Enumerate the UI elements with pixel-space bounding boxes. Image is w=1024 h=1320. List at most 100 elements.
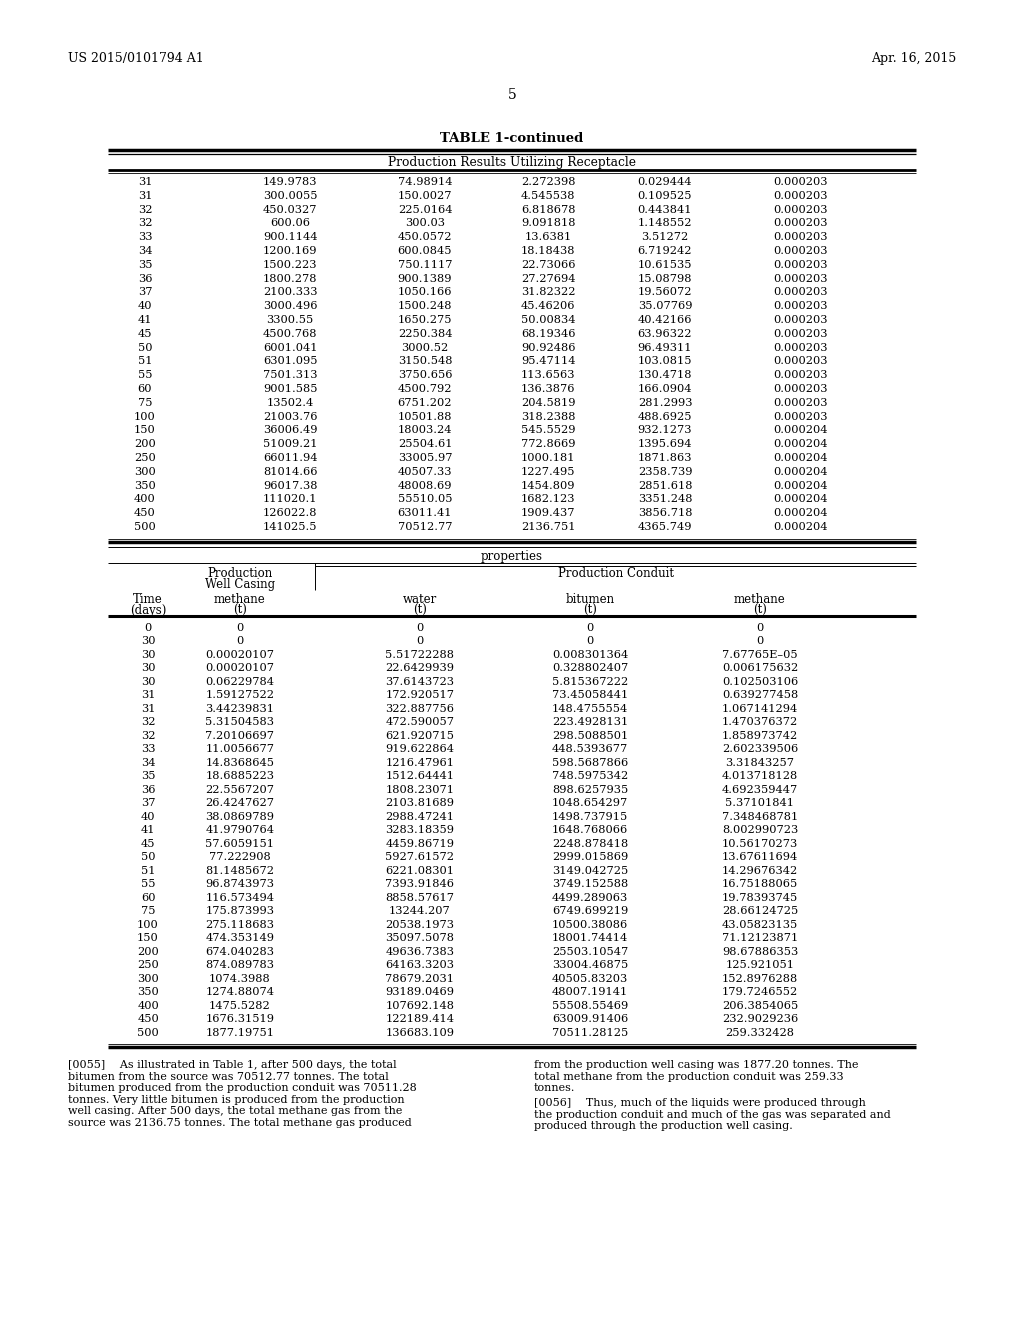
Text: 3.31843257: 3.31843257 xyxy=(725,758,795,768)
Text: 4.013718128: 4.013718128 xyxy=(722,771,798,781)
Text: 3300.55: 3300.55 xyxy=(266,315,313,325)
Text: 0: 0 xyxy=(757,623,764,632)
Text: 27.27694: 27.27694 xyxy=(521,273,575,284)
Text: 0.000204: 0.000204 xyxy=(773,467,827,477)
Text: 30: 30 xyxy=(140,636,156,647)
Text: 9.091818: 9.091818 xyxy=(521,218,575,228)
Text: 20538.1973: 20538.1973 xyxy=(385,920,455,929)
Text: 0.000203: 0.000203 xyxy=(773,218,827,228)
Text: 300.03: 300.03 xyxy=(406,218,445,228)
Text: 0: 0 xyxy=(417,636,424,647)
Text: 225.0164: 225.0164 xyxy=(397,205,453,215)
Text: 10500.38086: 10500.38086 xyxy=(552,920,628,929)
Text: (days): (days) xyxy=(130,603,166,616)
Text: 0.109525: 0.109525 xyxy=(638,191,692,201)
Text: 48008.69: 48008.69 xyxy=(397,480,453,491)
Text: 64163.3203: 64163.3203 xyxy=(385,961,455,970)
Text: 0.000203: 0.000203 xyxy=(773,273,827,284)
Text: 19.78393745: 19.78393745 xyxy=(722,892,798,903)
Text: 31: 31 xyxy=(138,191,153,201)
Text: 7393.91846: 7393.91846 xyxy=(385,879,455,890)
Text: 0.000203: 0.000203 xyxy=(773,232,827,242)
Text: tonnes.: tonnes. xyxy=(534,1084,575,1093)
Text: 95.47114: 95.47114 xyxy=(521,356,575,367)
Text: 32: 32 xyxy=(138,205,153,215)
Text: 32: 32 xyxy=(140,717,156,727)
Text: 3.51272: 3.51272 xyxy=(641,232,688,242)
Text: 22.73066: 22.73066 xyxy=(521,260,575,269)
Text: 2100.333: 2100.333 xyxy=(263,288,317,297)
Text: 25503.10547: 25503.10547 xyxy=(552,946,628,957)
Text: 0.000203: 0.000203 xyxy=(773,315,827,325)
Text: 1.067141294: 1.067141294 xyxy=(722,704,798,714)
Text: 25504.61: 25504.61 xyxy=(397,440,453,449)
Text: 1000.181: 1000.181 xyxy=(521,453,575,463)
Text: 50: 50 xyxy=(140,853,156,862)
Text: 0.443841: 0.443841 xyxy=(638,205,692,215)
Text: 259.332428: 259.332428 xyxy=(725,1028,795,1038)
Text: 0: 0 xyxy=(587,623,594,632)
Text: 318.2388: 318.2388 xyxy=(521,412,575,421)
Text: 28.66124725: 28.66124725 xyxy=(722,907,798,916)
Text: 141025.5: 141025.5 xyxy=(263,521,317,532)
Text: 13.67611694: 13.67611694 xyxy=(722,853,798,862)
Text: 36006.49: 36006.49 xyxy=(263,425,317,436)
Text: 500: 500 xyxy=(137,1028,159,1038)
Text: 7.20106697: 7.20106697 xyxy=(206,731,274,741)
Text: 63011.41: 63011.41 xyxy=(397,508,453,519)
Text: 0.000203: 0.000203 xyxy=(773,343,827,352)
Text: 18001.74414: 18001.74414 xyxy=(552,933,628,944)
Text: 35097.5078: 35097.5078 xyxy=(385,933,455,944)
Text: 448.5393677: 448.5393677 xyxy=(552,744,628,754)
Text: 116.573494: 116.573494 xyxy=(206,892,274,903)
Text: 4499.289063: 4499.289063 xyxy=(552,892,628,903)
Text: 0.000204: 0.000204 xyxy=(773,453,827,463)
Text: 45: 45 xyxy=(140,838,156,849)
Text: 8.002990723: 8.002990723 xyxy=(722,825,798,836)
Text: 113.6563: 113.6563 xyxy=(521,370,575,380)
Text: 30: 30 xyxy=(140,663,156,673)
Text: Apr. 16, 2015: Apr. 16, 2015 xyxy=(870,51,956,65)
Text: 16.75188065: 16.75188065 xyxy=(722,879,798,890)
Text: 0.029444: 0.029444 xyxy=(638,177,692,187)
Text: 1.148552: 1.148552 xyxy=(638,218,692,228)
Text: 40.42166: 40.42166 xyxy=(638,315,692,325)
Text: 55: 55 xyxy=(140,879,156,890)
Text: 0.000203: 0.000203 xyxy=(773,397,827,408)
Text: 0.000203: 0.000203 xyxy=(773,329,827,339)
Text: 22.6429939: 22.6429939 xyxy=(385,663,455,673)
Text: 450: 450 xyxy=(137,1014,159,1024)
Text: 63009.91406: 63009.91406 xyxy=(552,1014,628,1024)
Text: 8858.57617: 8858.57617 xyxy=(385,892,455,903)
Text: 772.8669: 772.8669 xyxy=(521,440,575,449)
Text: 674.040283: 674.040283 xyxy=(206,946,274,957)
Text: 3.44239831: 3.44239831 xyxy=(206,704,274,714)
Text: 3351.248: 3351.248 xyxy=(638,495,692,504)
Text: 136683.109: 136683.109 xyxy=(385,1028,455,1038)
Text: 1074.3988: 1074.3988 xyxy=(209,974,271,983)
Text: 0.00020107: 0.00020107 xyxy=(206,649,274,660)
Text: 1808.23071: 1808.23071 xyxy=(385,785,455,795)
Text: 19.56072: 19.56072 xyxy=(638,288,692,297)
Text: 450.0572: 450.0572 xyxy=(397,232,453,242)
Text: 6301.095: 6301.095 xyxy=(263,356,317,367)
Text: 0.00020107: 0.00020107 xyxy=(206,663,274,673)
Text: 1.470376372: 1.470376372 xyxy=(722,717,798,727)
Text: 150.0027: 150.0027 xyxy=(397,191,453,201)
Text: 31: 31 xyxy=(140,690,156,701)
Text: 0.000204: 0.000204 xyxy=(773,495,827,504)
Text: 1682.123: 1682.123 xyxy=(521,495,575,504)
Text: 322.887756: 322.887756 xyxy=(385,704,455,714)
Text: 0.000203: 0.000203 xyxy=(773,288,827,297)
Text: 4459.86719: 4459.86719 xyxy=(385,838,455,849)
Text: 71.12123871: 71.12123871 xyxy=(722,933,798,944)
Text: 1500.248: 1500.248 xyxy=(397,301,453,312)
Text: 4.692359447: 4.692359447 xyxy=(722,785,798,795)
Text: 166.0904: 166.0904 xyxy=(638,384,692,393)
Text: 1.858973742: 1.858973742 xyxy=(722,731,798,741)
Text: 103.0815: 103.0815 xyxy=(638,356,692,367)
Text: water: water xyxy=(402,593,437,606)
Text: Production: Production xyxy=(208,566,272,579)
Text: 621.920715: 621.920715 xyxy=(385,731,455,741)
Text: 223.4928131: 223.4928131 xyxy=(552,717,628,727)
